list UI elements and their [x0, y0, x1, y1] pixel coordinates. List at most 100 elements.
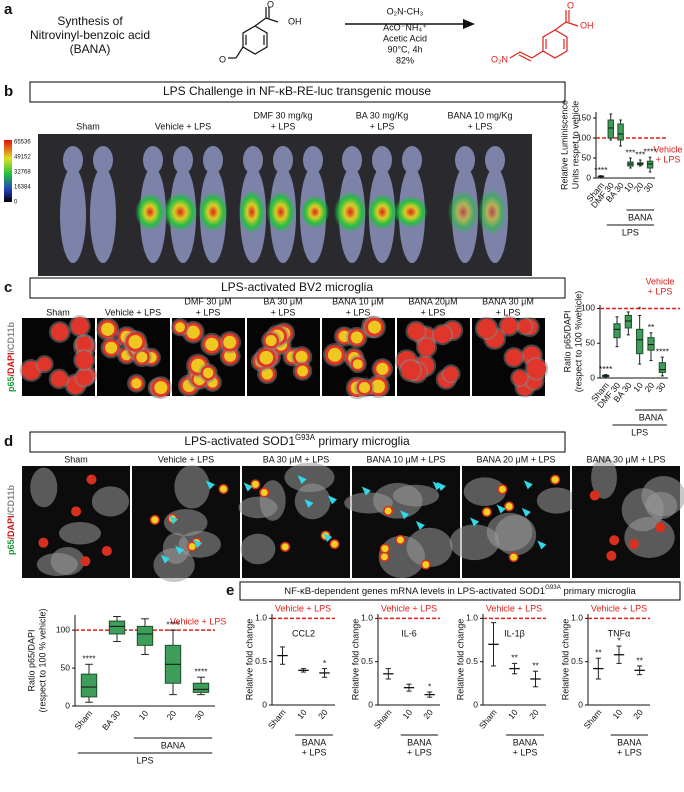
microglia-cell	[645, 491, 678, 520]
arrowhead	[523, 480, 533, 490]
chart-title: IL-1β	[504, 628, 525, 638]
y-tick-label: 0.5	[571, 656, 583, 666]
p65-signal	[251, 480, 259, 488]
x-tick-label: Sham	[72, 708, 94, 731]
y-axis-label: Ratio p65/DAPI	[562, 310, 572, 372]
nucleus	[71, 506, 82, 517]
colorbar-label: 65536	[14, 140, 31, 146]
stain-part: /CD11b	[6, 484, 16, 515]
cell-nucleus	[505, 349, 523, 366]
colorbar-label: 16384	[14, 185, 31, 191]
p65-signal	[223, 335, 237, 349]
panel-title: LPS Challenge in NF-κB-RE-luc transgenic…	[163, 84, 431, 98]
reaction-condition: O₂N-CH₃	[387, 6, 424, 16]
cell-nucleus	[70, 317, 89, 336]
microglia-cell	[58, 522, 102, 545]
reference-label: Vehicle	[645, 276, 674, 286]
panel-title: NF-κB-dependent genes mRNA levels in LPS…	[284, 584, 636, 596]
microglia-cell	[174, 465, 210, 509]
box	[646, 160, 654, 169]
p65-signal	[136, 351, 148, 363]
colorbar-label: 0	[14, 200, 18, 206]
image-label: BA 30 μM	[263, 296, 302, 306]
p65-signal	[327, 347, 342, 362]
panel-c-title-box	[29, 277, 566, 299]
y-tick-label: 0	[262, 699, 267, 709]
atom-label: OH	[288, 16, 302, 26]
nucleus	[609, 535, 620, 546]
p65-signal	[368, 320, 382, 334]
image-label: Vehicle + LPS	[105, 307, 161, 317]
mouse-head	[203, 146, 223, 174]
panel-title: LPS-activated SOD1G93A primary microglia	[184, 433, 410, 449]
reference-label: Vehicle + LPS	[591, 603, 647, 613]
stain-part: /CD11b	[6, 321, 16, 352]
nucleus	[38, 537, 49, 548]
p65-signal	[376, 362, 389, 375]
y-axis-label: (respect to 100 % vehicle)	[37, 608, 47, 712]
reference-label: Vehicle	[653, 144, 682, 154]
x-tick-label: 20	[165, 708, 179, 722]
p65-signal	[381, 545, 389, 553]
luminescence	[333, 191, 367, 233]
y-tick-label: 0	[586, 172, 591, 182]
colorbar-label: 49152	[14, 155, 31, 161]
reference-label: Vehicle + LPS	[275, 603, 331, 613]
reaction-condition: AcO⁻NH₄⁺	[383, 22, 427, 32]
y-tick-label: 50	[61, 662, 71, 672]
p65-signal	[331, 540, 339, 548]
x-tick-label: 10	[506, 707, 520, 721]
p65-signal	[261, 368, 273, 380]
x-tick-label: 20	[316, 707, 330, 721]
mouse-head	[455, 146, 475, 174]
x-tick-label: 20	[421, 707, 435, 721]
microglia-cell	[591, 456, 617, 499]
x-tick-label: Sham	[582, 707, 604, 730]
y-tick-label: 0.5	[361, 656, 373, 666]
atom-label: OH	[580, 20, 594, 30]
cell-nucleus	[407, 322, 425, 340]
y-tick-label: 0	[473, 699, 478, 709]
microglia-cell	[449, 524, 500, 561]
p65-signal	[259, 350, 274, 365]
title-part: LPS-activated SOD1	[184, 434, 295, 448]
p65-signal	[260, 488, 268, 496]
mouse-head	[402, 146, 422, 174]
p65-signal	[205, 337, 219, 351]
box	[658, 362, 666, 373]
significance: ****	[643, 146, 657, 156]
group-label: BANA	[302, 737, 327, 747]
arrowhead	[297, 475, 307, 485]
nucleus	[606, 550, 617, 561]
p65-signal	[101, 322, 115, 336]
panel-label: e	[226, 582, 234, 599]
title-part: G93A	[545, 584, 562, 591]
nucleus	[86, 474, 97, 485]
microglia-cell	[344, 492, 393, 514]
p65-signal	[422, 561, 430, 569]
nucleus	[80, 556, 91, 567]
panel-title: LPS-activated BV2 microglia	[221, 280, 373, 294]
luminescence	[394, 195, 428, 229]
microglia-cell	[378, 535, 425, 579]
stain-label: p65/DAPI/CD11b	[6, 484, 16, 555]
y-tick-label: 1.0	[361, 613, 373, 623]
cell-nucleus	[37, 357, 52, 372]
significance: *	[617, 635, 621, 645]
significance: ***	[635, 149, 646, 159]
luminescence	[135, 193, 165, 231]
image-label: + LPS	[421, 307, 446, 317]
reactant-structure	[228, 7, 279, 59]
arrowhead	[175, 545, 185, 555]
microglia-cell	[392, 484, 440, 507]
image-label: DMF 30 mg/kg	[253, 110, 312, 120]
x-tick-label: 30	[642, 180, 656, 194]
p65-signal	[384, 507, 392, 515]
panel-d-title-box	[29, 431, 566, 453]
reference-label: Vehicle + LPS	[170, 616, 226, 626]
y-axis-label: Relative fold change	[455, 619, 465, 701]
image-label: + LPS	[271, 307, 296, 317]
group-label: BANA	[617, 737, 642, 747]
image-label: BA 30 μM + LPS	[263, 454, 329, 464]
arrowhead	[243, 482, 253, 492]
